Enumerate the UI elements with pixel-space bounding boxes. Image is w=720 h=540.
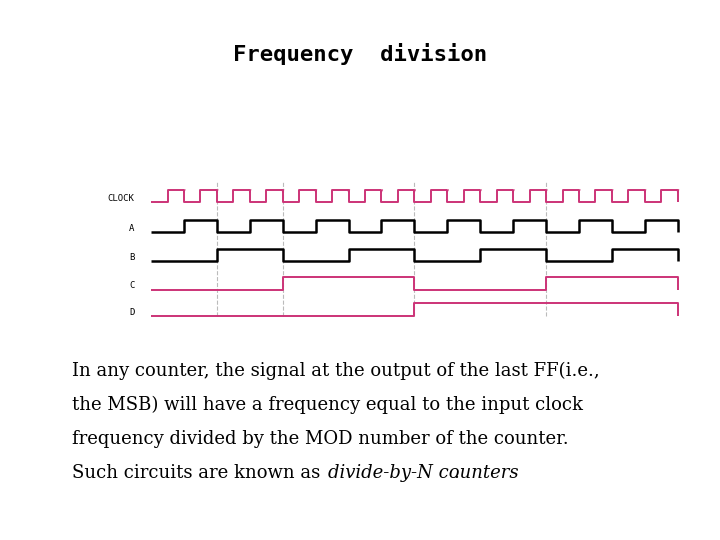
Text: A: A xyxy=(130,224,135,233)
Text: C: C xyxy=(130,281,135,291)
Text: Frequency  division: Frequency division xyxy=(233,43,487,65)
Text: Such circuits are known as: Such circuits are known as xyxy=(72,464,326,482)
Text: frequency divided by the MOD number of the counter.: frequency divided by the MOD number of t… xyxy=(72,430,569,448)
Text: CLOCK: CLOCK xyxy=(108,194,135,203)
Text: In any counter, the signal at the output of the last FF(i.e.,: In any counter, the signal at the output… xyxy=(72,362,600,380)
Text: .: . xyxy=(454,464,459,482)
Text: divide-by-N counters: divide-by-N counters xyxy=(328,464,518,482)
Text: D: D xyxy=(130,308,135,316)
Text: B: B xyxy=(130,253,135,262)
Text: the MSB) will have a frequency equal to the input clock: the MSB) will have a frequency equal to … xyxy=(72,396,583,414)
